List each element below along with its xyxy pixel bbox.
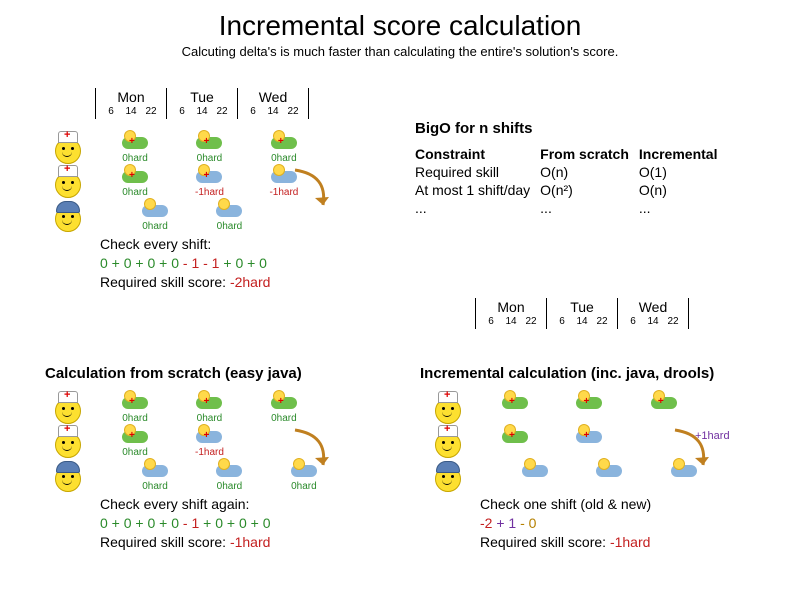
bigo-heading: BigO for n shifts [415,120,727,137]
scratch-calc-text: Check every shift again: 0 + 0 + 0 + 0 -… [100,495,270,552]
nurse-face-5 [435,398,461,424]
top-row1: +0hard +0hard +0hard [100,134,319,164]
scratch-row1: +0hard +0hard +0hard [100,394,319,424]
move-arrow-top [283,165,333,220]
worker-face-1 [55,206,81,232]
page-title: Incremental score calculation [0,10,800,42]
nurse-face-1 [55,138,81,164]
incr-row2: + + [480,428,624,446]
top-calc-text: Check every shift: 0 + 0 + 0 + 0 - 1 - 1… [100,235,270,292]
move-arrow-incr [663,425,713,480]
bigo-table: Constraint From scratch Incremental Requ… [415,145,727,217]
right-day-header: MonTueWed 61422 61422 61422 [475,298,689,329]
scratch-heading: Calculation from scratch (easy java) [45,365,302,382]
scratch-row2: +0hard +-1hard [100,428,244,458]
incr-row1: + + + [480,394,699,412]
worker-face-3 [435,466,461,492]
incremental-heading: Incremental calculation (inc. java, droo… [420,365,714,382]
worker-face-2 [55,466,81,492]
top-day-header: MonTueWed 61422 61422 61422 [95,88,309,119]
nurse-face-2 [55,172,81,198]
incr-calc-text: Check one shift (old & new) -2 + 1 - 0 R… [480,495,651,552]
nurse-face-3 [55,398,81,424]
page-subtitle: Calcuting delta's is much faster than ca… [0,44,800,59]
top-row3: 0hard 0hard [100,202,264,232]
bigo-section: BigO for n shifts Constraint From scratc… [415,120,727,217]
nurse-face-4 [55,432,81,458]
move-arrow-scratch [283,425,333,480]
nurse-face-6 [435,432,461,458]
